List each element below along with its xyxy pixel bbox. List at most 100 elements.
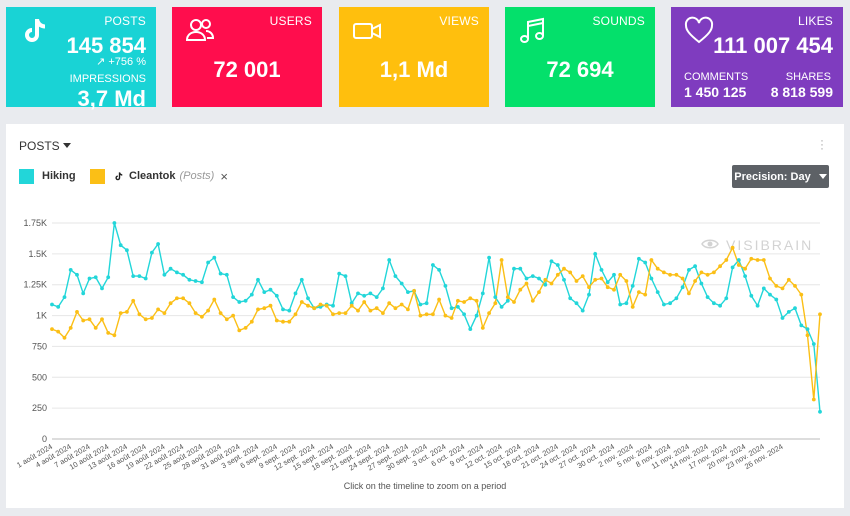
data-point-cleantok [655,266,660,271]
data-point-cleantok [605,285,610,290]
data-point-hiking [381,286,385,291]
data-point-hiking [474,313,479,318]
data-point-hiking [243,298,248,303]
data-point-hiking [630,284,635,288]
data-point-hiking [468,327,473,331]
precision-dropdown[interactable]: Precision: Day [732,165,829,188]
data-point-hiking [612,272,616,277]
data-point-cleantok [306,303,310,308]
data-point-cleantok [643,292,648,297]
data-point-hiking [674,296,679,301]
data-point-hiking [574,301,579,306]
data-point-hiking [637,256,641,261]
data-point-hiking [406,290,410,294]
views-value: 1,1 Md [379,57,449,82]
data-point-cleantok [418,313,423,318]
shares-label: SHARES [785,71,831,83]
data-point-cleantok [724,258,729,262]
data-point-cleantok [268,303,273,308]
data-point-cleantok [587,285,591,290]
data-point-cleantok [468,296,473,301]
data-point-cleantok [75,310,79,314]
users-icon [185,19,215,41]
tiktok-icon [25,19,45,42]
data-point-cleantok [93,326,98,330]
data-point-hiking [493,295,498,299]
data-point-cleantok [555,272,560,277]
y-tick-label: 1K [36,311,47,321]
line-chart[interactable]: VISIBRAIN 0 250 500 750 1K 1.25K 1.5K 1.75K 1 a… [6,124,844,508]
chart-metric-dropdown[interactable]: POSTS [19,139,71,153]
sounds-label: SOUNDS [592,14,645,28]
data-point-cleantok [674,272,679,277]
users-card[interactable]: USERS 72 001 [172,7,322,107]
tiktok-icon [115,171,123,180]
data-point-hiking [206,260,211,265]
data-point-cleantok [424,312,429,317]
data-point-hiking [643,260,648,265]
data-point-hiking [524,276,529,281]
data-point-cleantok [393,306,398,311]
data-point-cleantok [437,297,441,302]
legend-item-cleantok[interactable]: Cleantok (Posts) × [90,168,228,184]
chart-series [50,221,822,414]
data-point-cleantok [412,289,416,293]
data-point-cleantok [387,301,392,306]
data-point-hiking [668,301,672,306]
data-point-cleantok [274,318,279,323]
data-point-hiking [249,292,254,297]
data-point-cleantok [374,306,379,311]
users-value: 72 001 [213,57,281,82]
data-point-cleantok [493,301,498,306]
data-point-cleantok [443,313,448,318]
data-point-hiking [81,291,86,296]
data-point-hiking [212,255,217,260]
likes-card[interactable]: LIKES 111 007 454 COMMENTS 1 450 125 SHA… [671,7,843,107]
data-point-cleantok [356,308,360,313]
data-point-hiking [799,323,804,328]
data-point-hiking [730,265,735,270]
data-point-cleantok [518,287,523,292]
data-point-cleantok [699,270,704,275]
data-point-hiking [231,295,236,299]
legend-swatch-hiking [19,168,34,184]
posts-card[interactable]: POSTS 145 854 ↗ +756 % IMPRESSIONS 3,7 M… [6,7,156,111]
data-point-cleantok [680,276,685,281]
data-point-hiking [680,285,685,290]
data-point-hiking [156,242,161,246]
views-card[interactable]: VIEWS 1,1 Md [339,7,489,107]
data-point-cleantok [399,302,404,307]
eye-icon [701,239,719,249]
data-point-hiking [337,271,342,276]
data-point-cleantok [755,258,760,262]
legend-item-hiking[interactable]: Hiking [19,168,76,184]
data-point-hiking [724,296,729,301]
y-tick-label: 1.5K [28,249,47,259]
data-point-cleantok [249,319,254,324]
data-point-cleantok [593,277,598,282]
data-point-cleantok [406,307,410,312]
data-point-cleantok [637,290,641,294]
remove-series-icon[interactable]: × [220,168,228,184]
data-point-hiking [68,268,73,272]
data-point-cleantok [736,263,741,267]
caret-down-icon [818,174,827,179]
data-point-hiking [755,303,760,308]
data-point-cleantok [156,307,161,312]
data-point-cleantok [175,296,179,301]
sounds-card[interactable]: SOUNDS 72 694 [505,7,655,107]
data-point-hiking [624,301,629,306]
data-point-cleantok [793,284,797,288]
data-point-cleantok [162,311,167,315]
data-point-hiking [580,308,585,313]
data-point-cleantok [193,311,198,315]
data-point-cleantok [462,300,466,304]
y-tick-label: 0 [42,434,47,444]
data-point-cleantok [287,319,292,324]
data-point-hiking [456,305,460,309]
data-point-cleantok [668,272,672,277]
data-point-hiking [687,268,691,272]
data-point-hiking [368,291,373,296]
data-point-cleantok [62,335,67,340]
more-options-icon[interactable]: · · · [820,133,824,155]
